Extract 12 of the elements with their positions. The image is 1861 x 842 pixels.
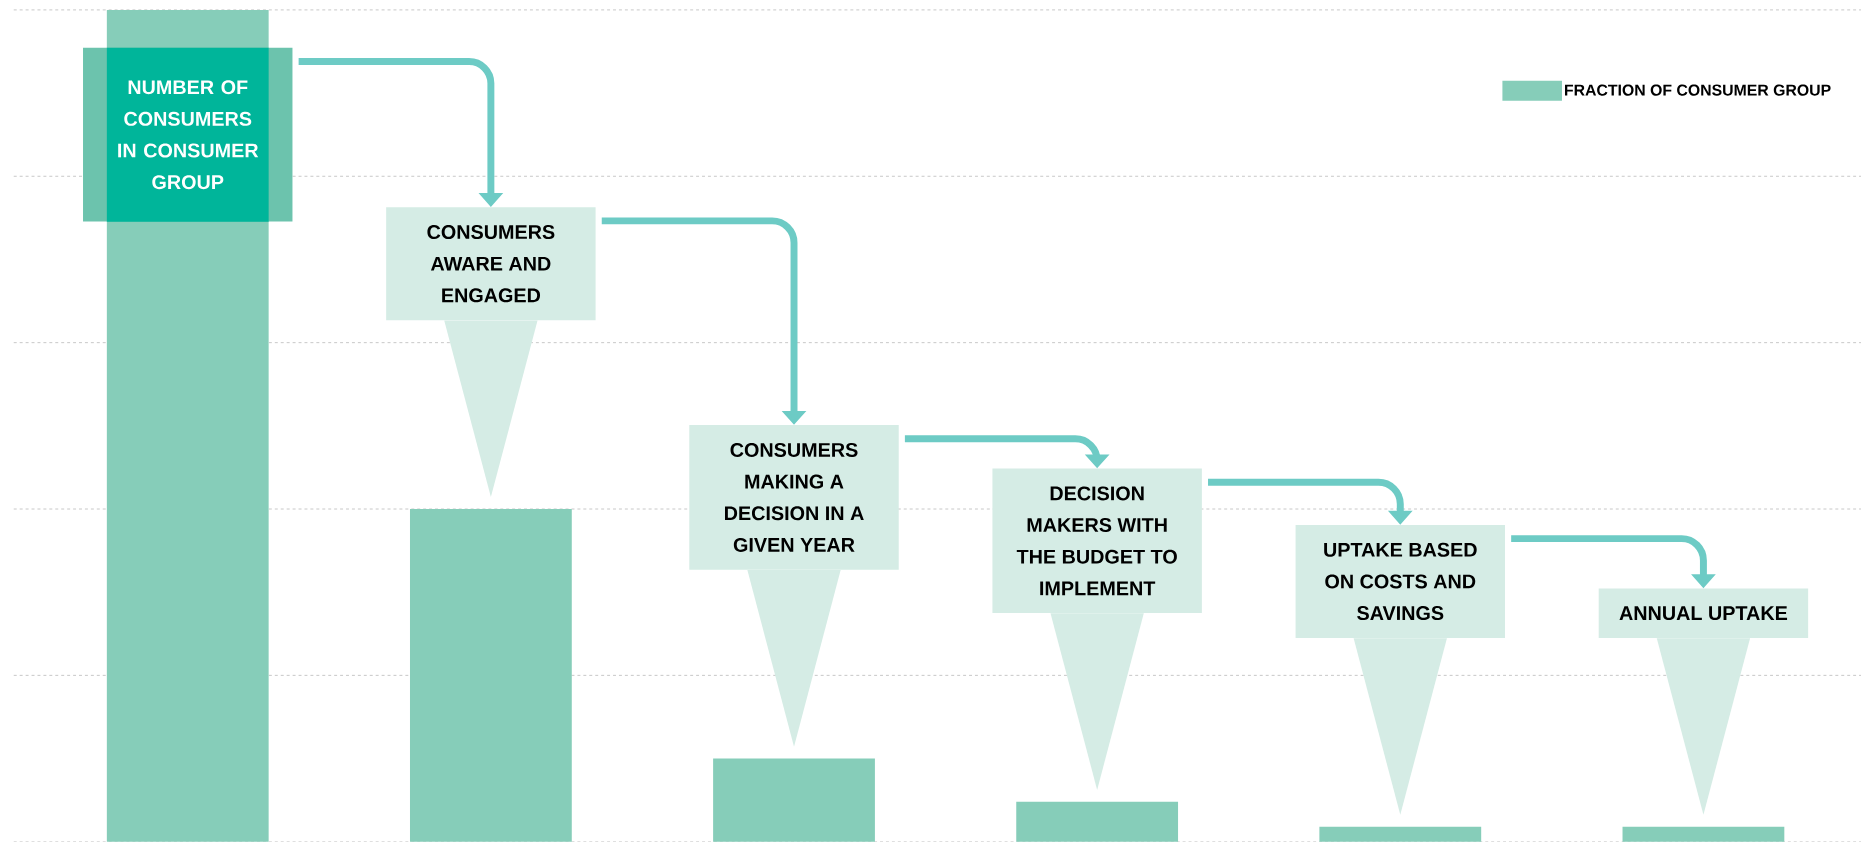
x-tick-label: DECISION MAKERS WITH THE BUDGET TO IMPLEMENT xyxy=(1016,486,1177,596)
bar xyxy=(713,758,875,842)
bar xyxy=(1016,801,1179,842)
legend-label: FRACTION OF CONSUMER GROUP xyxy=(1565,84,1831,96)
x-tick-label: CONSUMERS AWARE AND ENGAGED xyxy=(427,225,555,303)
x-tick-label: CONSUMERS MAKING A DECISION IN A GIVEN YEAR xyxy=(725,443,864,553)
x-tick-label: NUMBER OF CONSUMERS IN CONSUMER GROUP xyxy=(118,80,259,190)
bar xyxy=(1622,826,1785,842)
bar xyxy=(409,509,572,842)
bar xyxy=(1319,826,1482,842)
x-tick-label: ANNUAL UPTAKE xyxy=(1619,606,1788,621)
x-tick-label: UPTAKE BASED ON COSTS AND SAVINGS xyxy=(1324,542,1477,621)
